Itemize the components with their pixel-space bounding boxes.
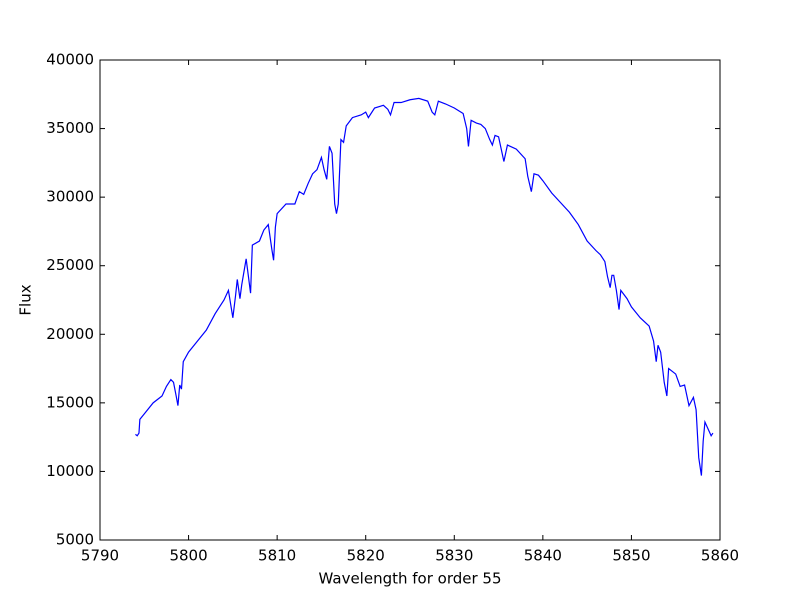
y-tick-label: 5000	[56, 531, 94, 549]
x-tick-label: 5820	[347, 547, 385, 565]
x-tick-label: 5830	[435, 547, 473, 565]
y-tick-label: 20000	[46, 325, 94, 343]
y-tick-label: 40000	[46, 51, 94, 69]
y-tick-label: 35000	[46, 119, 94, 137]
y-tick-label: 15000	[46, 393, 94, 411]
x-tick-label: 5840	[524, 547, 562, 565]
x-tick-label: 5850	[612, 547, 650, 565]
x-tick-label: 5810	[258, 547, 296, 565]
y-tick-label: 30000	[46, 188, 94, 206]
plot-frame	[99, 59, 721, 541]
x-axis-label: Wavelength for order 55	[319, 570, 502, 588]
y-tick-label: 25000	[46, 256, 94, 274]
y-axis-label: Flux	[17, 284, 35, 315]
x-tick-label: 5800	[169, 547, 207, 565]
x-tick-label: 5860	[701, 547, 739, 565]
y-tick-label: 10000	[46, 462, 94, 480]
x-tick-label: 5790	[81, 547, 119, 565]
data-line	[135, 97, 714, 476]
